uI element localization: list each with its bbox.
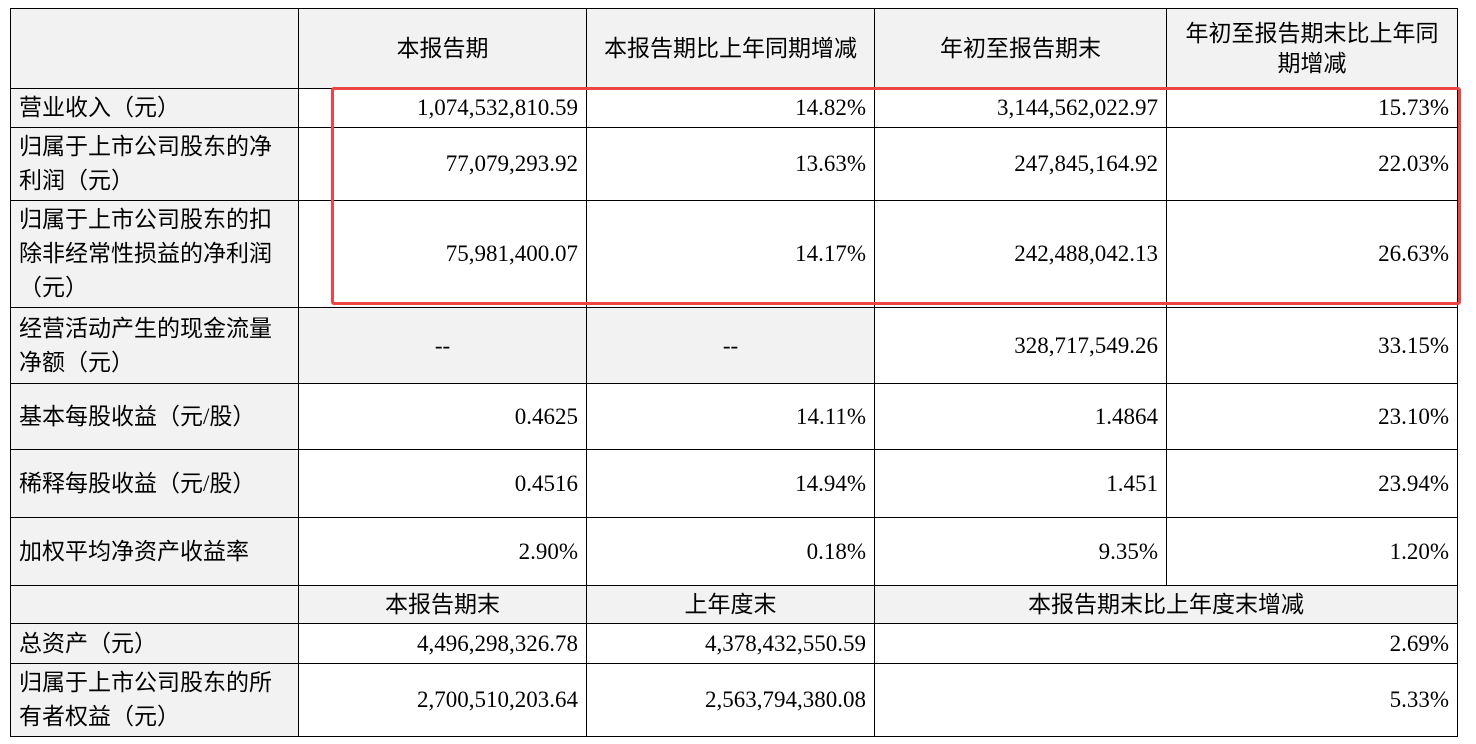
table-cell: 33.15%	[1166, 307, 1458, 384]
table-row: 稀释每股收益（元/股） 0.4516 14.94% 1.451 23.94%	[10, 449, 1458, 518]
financial-table: 本报告期 本报告期比上年同期增减 年初至报告期末 年初至报告期末比上年同期增减 营业收入…	[10, 8, 1458, 737]
table-cell: 归属于上市公司股东的净利润（元）	[10, 127, 299, 201]
table-cell: 247,845,164.92	[874, 127, 1167, 201]
table-cell: 75,981,400.07	[298, 200, 587, 308]
table-cell: 242,488,042.13	[874, 200, 1167, 308]
table-cell: 13.63%	[586, 127, 875, 201]
table-cell: 年初至报告期末比上年同期增减	[1166, 8, 1458, 89]
table-cell: 14.94%	[586, 449, 875, 518]
table-cell: 本报告期末比上年度末增减	[874, 585, 1458, 624]
table-cell	[10, 8, 299, 89]
table-cell: 23.10%	[1166, 383, 1458, 450]
table-cell: 本报告期末	[298, 585, 587, 624]
table-cell: 5.33%	[874, 663, 1458, 737]
table-cell: 0.4625	[298, 383, 587, 450]
table-cell: 归属于上市公司股东的所有者权益（元）	[10, 663, 299, 737]
table-cell: 14.82%	[586, 88, 875, 128]
table-row: 营业收入（元） 1,074,532,810.59 14.82% 3,144,562,0…	[10, 88, 1458, 128]
table-cell: 2,563,794,380.08	[586, 663, 875, 737]
table-cell: --	[586, 307, 875, 384]
table-row: 本报告期 本报告期比上年同期增减 年初至报告期末 年初至报告期末比上年同期增减	[10, 8, 1458, 89]
table-cell: 22.03%	[1166, 127, 1458, 201]
table-cell: 基本每股收益（元/股）	[10, 383, 299, 450]
table-cell: 1,074,532,810.59	[298, 88, 587, 128]
table-cell: 经营活动产生的现金流量净额（元）	[10, 307, 299, 384]
table-cell: 加权平均净资产收益率	[10, 517, 299, 586]
table-cell: 4,496,298,326.78	[298, 623, 587, 664]
table-cell: 2.69%	[874, 623, 1458, 664]
table-row: 总资产（元） 4,496,298,326.78 4,378,432,550.59 2.…	[10, 623, 1458, 664]
table-cell: 本报告期	[298, 8, 587, 89]
table-row: 加权平均净资产收益率 2.90% 0.18% 9.35% 1.20%	[10, 517, 1458, 586]
table-cell: 营业收入（元）	[10, 88, 299, 128]
table-cell: 4,378,432,550.59	[586, 623, 875, 664]
table-row: 归属于上市公司股东的扣除非经常性损益的净利润（元） 75,981,400.07 14…	[10, 200, 1458, 308]
table-cell: 14.11%	[586, 383, 875, 450]
table-cell: 23.94%	[1166, 449, 1458, 518]
table-cell: 1.4864	[874, 383, 1167, 450]
table-cell: 3,144,562,022.97	[874, 88, 1167, 128]
table-row: 归属于上市公司股东的所有者权益（元） 2,700,510,203.64 2,563,…	[10, 663, 1458, 737]
table-cell: 上年度末	[586, 585, 875, 624]
table-cell: 本报告期比上年同期增减	[586, 8, 875, 89]
table-cell: 稀释每股收益（元/股）	[10, 449, 299, 518]
table-cell: 15.73%	[1166, 88, 1458, 128]
table-cell: 0.4516	[298, 449, 587, 518]
table-cell: 1.20%	[1166, 517, 1458, 586]
table-cell: 2.90%	[298, 517, 587, 586]
table-row: 基本每股收益（元/股） 0.4625 14.11% 1.4864 23.10%	[10, 383, 1458, 450]
table-cell: 年初至报告期末	[874, 8, 1167, 89]
table-cell: 77,079,293.92	[298, 127, 587, 201]
table-cell: 26.63%	[1166, 200, 1458, 308]
table-cell: --	[298, 307, 587, 384]
table-cell: 2,700,510,203.64	[298, 663, 587, 737]
table-row: 归属于上市公司股东的净利润（元） 77,079,293.92 13.63% 247,8…	[10, 127, 1458, 201]
table-cell: 总资产（元）	[10, 623, 299, 664]
table-cell: 1.451	[874, 449, 1167, 518]
table-cell: 归属于上市公司股东的扣除非经常性损益的净利润（元）	[10, 200, 299, 308]
table-row: 本报告期末 上年度末 本报告期末比上年度末增减	[10, 585, 1458, 624]
table-cell: 0.18%	[586, 517, 875, 586]
table-row: 经营活动产生的现金流量净额（元） -- -- 328,717,549.26 33.15%	[10, 307, 1458, 384]
table-cell: 14.17%	[586, 200, 875, 308]
table-cell	[10, 585, 299, 624]
table-cell: 328,717,549.26	[874, 307, 1167, 384]
table-cell: 9.35%	[874, 517, 1167, 586]
